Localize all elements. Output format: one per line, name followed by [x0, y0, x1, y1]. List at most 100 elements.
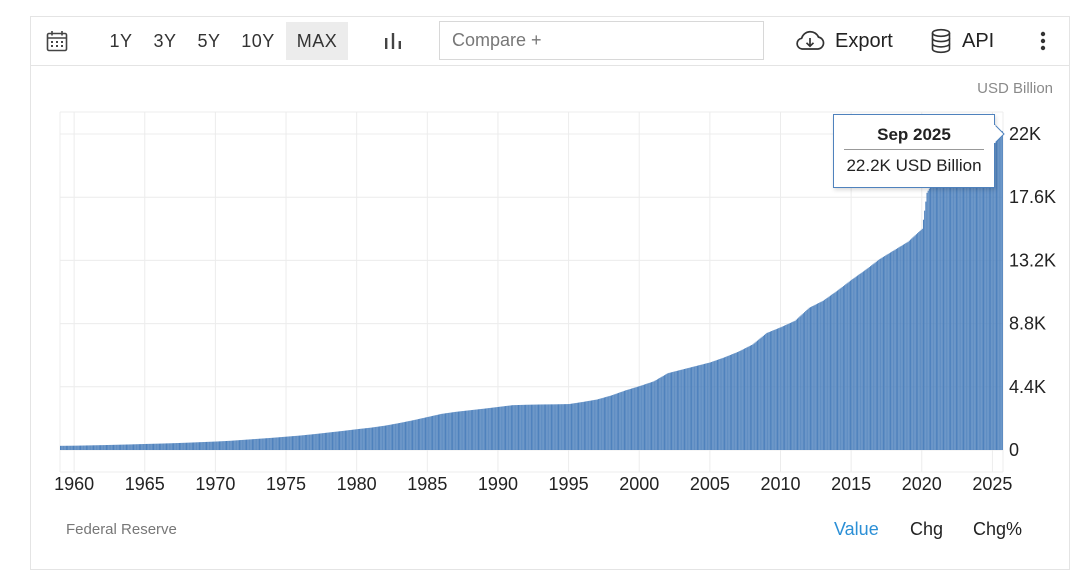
bar — [866, 268, 868, 450]
tab-chg-percent[interactable]: Chg% — [973, 519, 1023, 539]
bar — [422, 418, 424, 450]
bar — [461, 411, 463, 450]
bar — [452, 412, 454, 450]
bar — [218, 441, 221, 450]
bar — [83, 445, 85, 450]
bar — [753, 343, 755, 450]
bar — [566, 404, 568, 450]
export-button[interactable]: Export — [794, 16, 898, 66]
bar — [822, 300, 824, 450]
chart-bars — [60, 131, 1003, 451]
bar — [389, 424, 391, 450]
bar — [709, 362, 711, 450]
bar — [90, 445, 92, 450]
bar — [835, 291, 837, 450]
bar — [975, 144, 977, 450]
range-1y-button[interactable]: 1Y — [109, 30, 133, 51]
bar — [446, 413, 448, 450]
bar — [109, 444, 111, 450]
bar — [700, 364, 702, 450]
bar — [838, 289, 840, 450]
bar — [454, 411, 456, 450]
bar — [415, 419, 417, 450]
range-3y-button[interactable]: 3Y — [153, 30, 177, 51]
bar — [409, 420, 411, 450]
bar — [660, 377, 662, 450]
bar — [921, 228, 923, 450]
bar — [178, 442, 180, 450]
bar — [153, 443, 155, 450]
bar — [980, 142, 982, 450]
bar — [711, 361, 713, 450]
bar — [526, 404, 528, 450]
bar — [971, 146, 973, 450]
bar — [801, 314, 803, 450]
vertical-dots-icon[interactable] — [1030, 16, 1056, 66]
range-max-button[interactable]: MAX — [286, 22, 348, 60]
bar — [559, 404, 561, 450]
bar — [447, 412, 449, 450]
bar — [913, 236, 915, 450]
bar — [233, 440, 235, 450]
bar — [65, 445, 67, 450]
bar — [204, 441, 206, 450]
bar — [705, 363, 707, 450]
bar — [950, 149, 952, 451]
calendar-icon[interactable] — [42, 16, 72, 66]
bar — [554, 404, 556, 450]
bar — [904, 243, 906, 450]
bar — [795, 319, 797, 450]
x-tick-label: 1970 — [195, 474, 235, 494]
bar — [583, 401, 585, 450]
bar — [592, 400, 594, 450]
bar — [785, 325, 787, 450]
bar — [514, 405, 516, 450]
bar — [370, 427, 372, 450]
bar — [333, 431, 335, 450]
bar — [532, 404, 534, 450]
bar — [387, 425, 389, 450]
bar — [788, 323, 790, 450]
bar — [257, 438, 259, 450]
bar — [772, 330, 774, 450]
bar — [432, 415, 434, 450]
bar — [628, 389, 630, 450]
bar — [910, 239, 912, 450]
tab-value[interactable]: Value — [834, 519, 879, 539]
bar — [548, 404, 550, 450]
bar — [250, 439, 252, 450]
bar — [792, 321, 794, 450]
bar — [907, 241, 909, 450]
bar — [213, 441, 215, 450]
range-10y-button[interactable]: 10Y — [241, 30, 275, 51]
bar — [328, 432, 330, 450]
bar — [556, 404, 558, 450]
bar — [427, 416, 429, 450]
bar — [480, 409, 482, 450]
bar — [825, 298, 827, 450]
bar — [648, 382, 650, 450]
bar — [88, 445, 90, 450]
bar — [191, 442, 193, 450]
bar — [683, 368, 686, 450]
bar — [64, 445, 66, 450]
bar — [893, 250, 895, 450]
bar — [849, 280, 852, 450]
range-5y-button[interactable]: 5Y — [197, 30, 221, 51]
bar — [130, 444, 132, 450]
tab-chg[interactable]: Chg — [910, 519, 944, 539]
bar — [940, 164, 942, 450]
api-button[interactable]: API — [930, 16, 1006, 66]
bar — [853, 278, 855, 450]
compare-input[interactable] — [439, 21, 764, 60]
bar — [867, 267, 869, 450]
bar — [322, 433, 324, 450]
bar — [163, 443, 165, 450]
bar — [516, 405, 518, 450]
bar — [542, 404, 544, 450]
x-tick-label: 1990 — [478, 474, 518, 494]
bar — [77, 445, 79, 450]
bar — [674, 371, 676, 450]
bar-chart-icon[interactable] — [378, 16, 408, 66]
